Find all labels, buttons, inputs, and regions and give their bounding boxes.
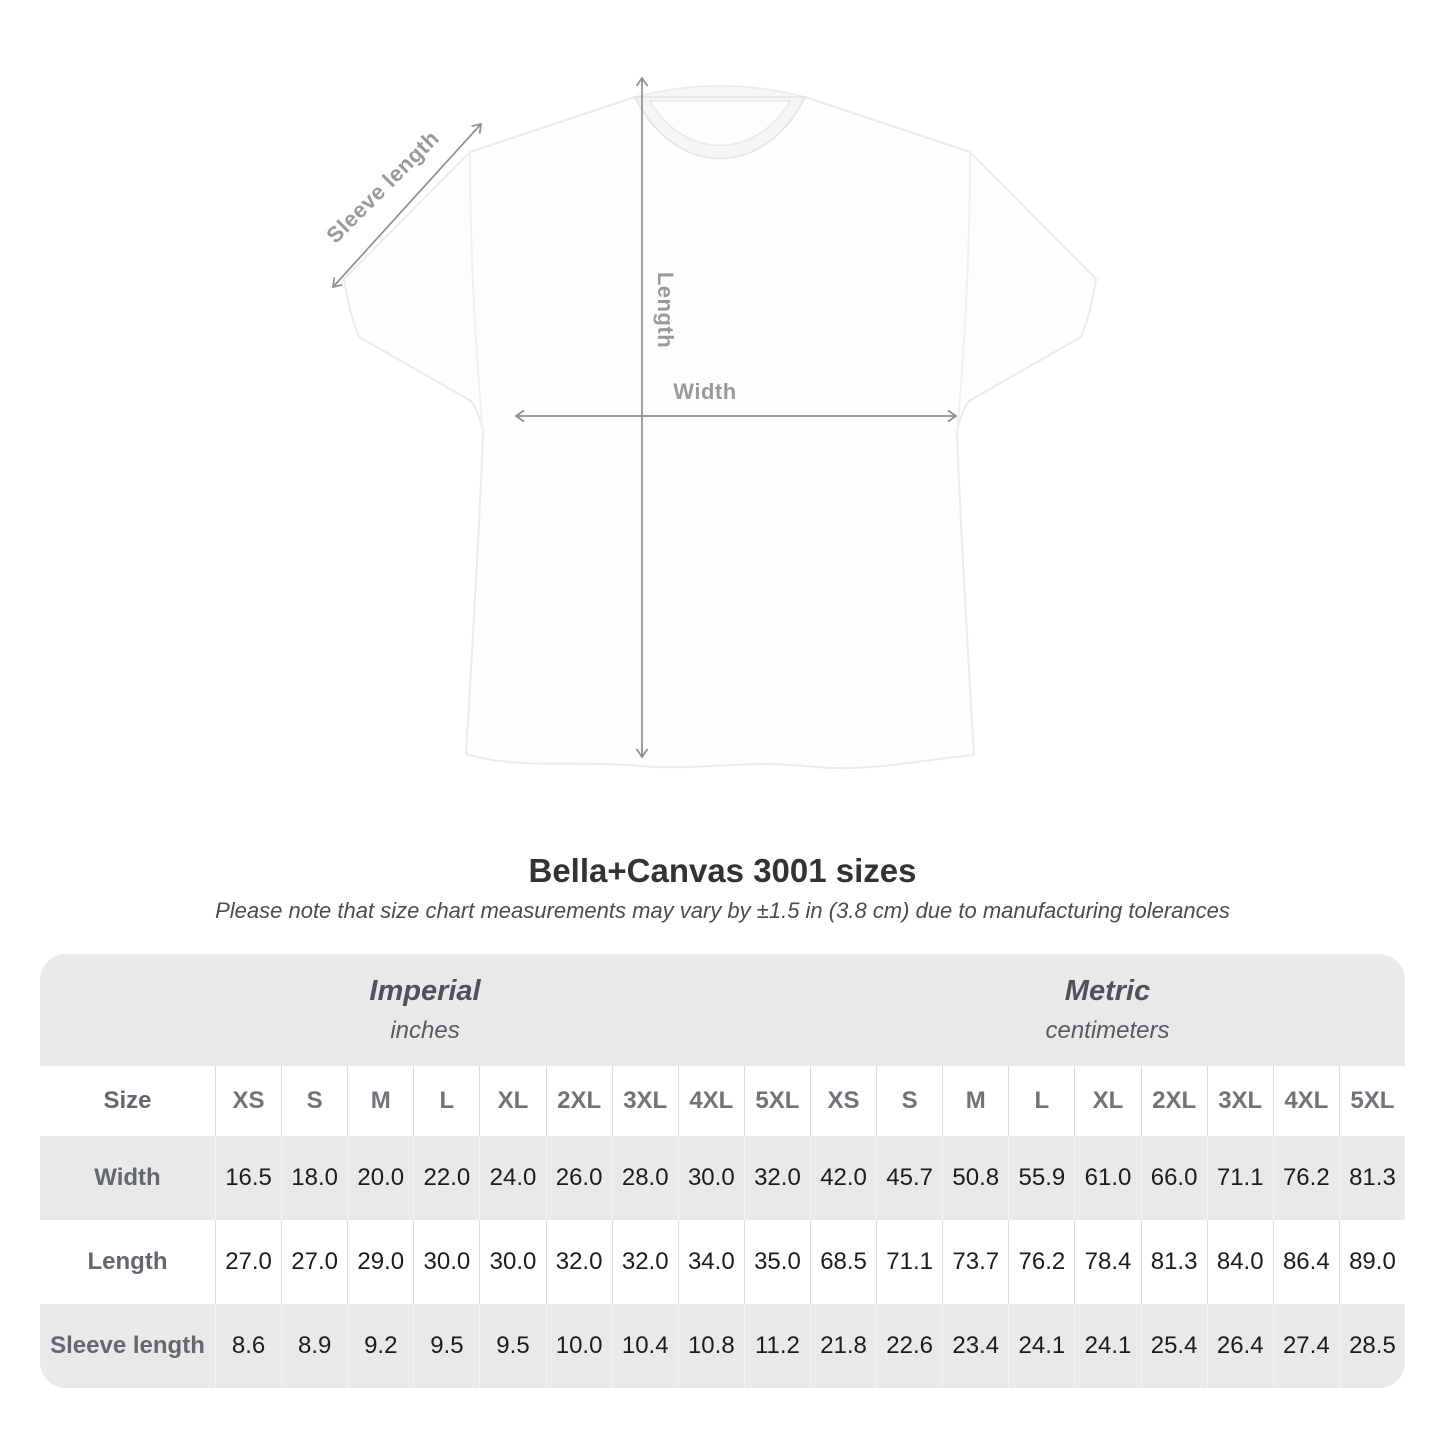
value-cell: 81.3 <box>1140 1220 1207 1304</box>
size-col-header: XL <box>1074 1066 1141 1136</box>
size-col-header: L <box>1008 1066 1075 1136</box>
value-cell: 76.2 <box>1272 1136 1339 1220</box>
size-col-header: 4XL <box>1272 1066 1339 1136</box>
value-cell: 28.0 <box>611 1136 678 1220</box>
value-cell: 24.1 <box>1074 1304 1141 1388</box>
size-col-header: 2XL <box>545 1066 612 1136</box>
value-cell: 16.5 <box>215 1136 282 1220</box>
value-cell: 66.0 <box>1140 1136 1207 1220</box>
row-label: Width <box>40 1136 215 1220</box>
size-column-header: Size <box>40 1066 215 1136</box>
value-cell: 86.4 <box>1272 1220 1339 1304</box>
value-cell: 9.5 <box>413 1304 480 1388</box>
size-grid: Size XS S M L XL 2XL 3XL 4XL 5XL XS S M L XL 2XL 3XL 4XL 5… <box>40 1066 1405 1388</box>
value-cell: 27.4 <box>1272 1304 1339 1388</box>
size-col-header: XS <box>810 1066 877 1136</box>
value-cell: 10.8 <box>677 1304 744 1388</box>
size-col-header: L <box>413 1066 480 1136</box>
width-label: Width <box>673 379 736 404</box>
metric-header: Metric centimeters <box>810 954 1405 1066</box>
value-cell: 24.1 <box>1008 1304 1075 1388</box>
imperial-header: Imperial inches <box>40 954 810 1066</box>
size-col-header: 3XL <box>1206 1066 1273 1136</box>
size-col-header: 2XL <box>1140 1066 1207 1136</box>
value-cell: 23.4 <box>942 1304 1009 1388</box>
value-cell: 30.0 <box>677 1136 744 1220</box>
value-cell: 26.0 <box>545 1136 612 1220</box>
value-cell: 30.0 <box>479 1220 546 1304</box>
imperial-unit: inches <box>390 1017 460 1044</box>
size-table: Imperial inches Metric centimeters Size X… <box>40 954 1405 1388</box>
size-col-header: S <box>876 1066 943 1136</box>
size-col-header: M <box>942 1066 1009 1136</box>
imperial-title: Imperial <box>369 975 481 1007</box>
value-cell: 10.4 <box>611 1304 678 1388</box>
value-cell: 20.0 <box>347 1136 414 1220</box>
value-cell: 27.0 <box>215 1220 282 1304</box>
value-cell: 35.0 <box>743 1220 810 1304</box>
value-cell: 29.0 <box>347 1220 414 1304</box>
value-cell: 50.8 <box>942 1136 1009 1220</box>
size-col-header: 5XL <box>743 1066 810 1136</box>
size-col-header: S <box>281 1066 348 1136</box>
tshirt-diagram: Sleeve length Length Width <box>321 76 1097 770</box>
value-cell: 42.0 <box>810 1136 877 1220</box>
value-cell: 9.5 <box>479 1304 546 1388</box>
row-label: Length <box>40 1220 215 1304</box>
value-cell: 32.0 <box>611 1220 678 1304</box>
value-cell: 81.3 <box>1338 1136 1405 1220</box>
tshirt-graphic: Sleeve length Length Width <box>321 76 1097 770</box>
row-label: Sleeve length <box>40 1304 215 1388</box>
tshirt-collar-inner <box>648 100 792 147</box>
value-cell: 45.7 <box>876 1136 943 1220</box>
value-cell: 8.6 <box>215 1304 282 1388</box>
value-cell: 10.0 <box>545 1304 612 1388</box>
size-col-header: XL <box>479 1066 546 1136</box>
value-cell: 61.0 <box>1074 1136 1141 1220</box>
tolerance-note: Please note that size chart measurements… <box>215 898 1230 923</box>
value-cell: 78.4 <box>1074 1220 1141 1304</box>
value-cell: 89.0 <box>1338 1220 1405 1304</box>
value-cell: 32.0 <box>743 1136 810 1220</box>
value-cell: 8.9 <box>281 1304 348 1388</box>
value-cell: 73.7 <box>942 1220 1009 1304</box>
size-col-header: 5XL <box>1338 1066 1405 1136</box>
chart-title: Bella+Canvas 3001 sizes <box>528 852 917 889</box>
length-label: Length <box>653 272 678 348</box>
value-cell: 21.8 <box>810 1304 877 1388</box>
value-cell: 30.0 <box>413 1220 480 1304</box>
size-col-header: XS <box>215 1066 282 1136</box>
value-cell: 18.0 <box>281 1136 348 1220</box>
size-col-header: 3XL <box>611 1066 678 1136</box>
metric-unit: centimeters <box>1045 1017 1170 1044</box>
value-cell: 25.4 <box>1140 1304 1207 1388</box>
value-cell: 22.0 <box>413 1136 480 1220</box>
value-cell: 28.5 <box>1338 1304 1405 1388</box>
value-cell: 11.2 <box>743 1304 810 1388</box>
value-cell: 84.0 <box>1206 1220 1273 1304</box>
value-cell: 9.2 <box>347 1304 414 1388</box>
size-col-header: 4XL <box>677 1066 744 1136</box>
sleeve-length-arrow <box>331 122 483 289</box>
value-cell: 27.0 <box>281 1220 348 1304</box>
value-cell: 68.5 <box>810 1220 877 1304</box>
tshirt-body <box>343 96 1097 770</box>
value-cell: 71.1 <box>876 1220 943 1304</box>
value-cell: 34.0 <box>677 1220 744 1304</box>
metric-title: Metric <box>1064 975 1151 1007</box>
value-cell: 55.9 <box>1008 1136 1075 1220</box>
tshirt-armhole-seam-right <box>956 151 971 434</box>
value-cell: 32.0 <box>545 1220 612 1304</box>
value-cell: 71.1 <box>1206 1136 1273 1220</box>
value-cell: 26.4 <box>1206 1304 1273 1388</box>
value-cell: 22.6 <box>876 1304 943 1388</box>
size-col-header: M <box>347 1066 414 1136</box>
unit-header-band: Imperial inches Metric centimeters <box>40 954 1405 1066</box>
value-cell: 24.0 <box>479 1136 546 1220</box>
value-cell: 76.2 <box>1008 1220 1075 1304</box>
